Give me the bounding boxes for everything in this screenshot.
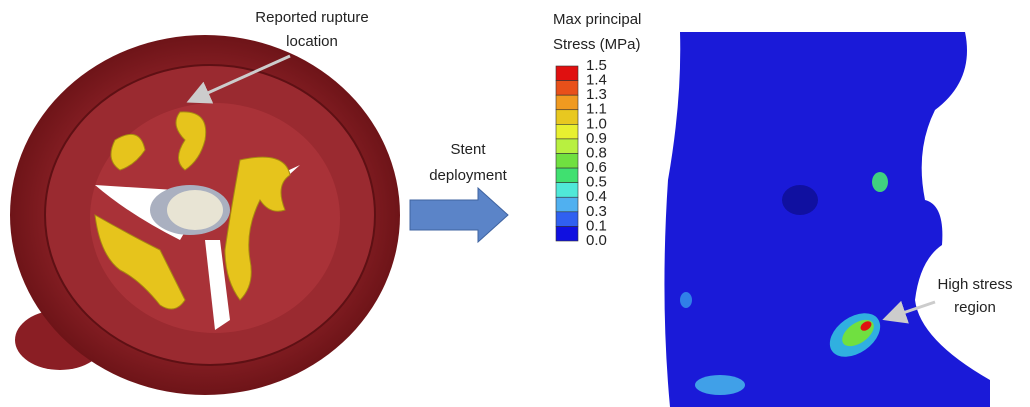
- legend-tick-label: 1.4: [586, 72, 607, 89]
- rupture-label: location: [286, 33, 338, 50]
- color-band: [555, 196, 579, 213]
- color-band: [555, 182, 579, 198]
- color-band: [555, 80, 579, 96]
- color-band: [555, 109, 579, 125]
- legend-tick-label: 0.8: [586, 144, 607, 161]
- legend-tick-label: 1.3: [586, 86, 607, 103]
- arrow-label: Stent: [450, 141, 486, 158]
- aortic-root-model: [10, 35, 400, 395]
- color-band: [555, 124, 579, 140]
- legend-tick-label: 1.0: [586, 115, 607, 132]
- legend-tick-label: 0.0: [586, 232, 607, 249]
- legend-title: Stress (MPa): [553, 36, 641, 53]
- color-band: [555, 65, 579, 81]
- pointer-arrow: [882, 300, 936, 324]
- color-band: [555, 211, 579, 227]
- legend-tick-label: 0.4: [586, 188, 607, 205]
- color-band: [555, 226, 579, 242]
- legend-tick-label: 0.3: [586, 203, 607, 220]
- legend-tick-label: 1.5: [586, 57, 607, 74]
- legend-tick-label: 0.5: [586, 174, 607, 191]
- color-band: [555, 153, 579, 169]
- legend-tick-label: 1.1: [586, 101, 607, 118]
- vessel-stress-map: [664, 32, 990, 407]
- deployment-arrow: [409, 186, 509, 244]
- pointer-arrow: [186, 54, 291, 104]
- arrow-label: deployment: [429, 167, 507, 184]
- colorbar: 1.51.41.31.11.00.90.80.60.50.40.30.10.0: [555, 57, 607, 249]
- high-stress-label: High stress: [937, 276, 1012, 293]
- color-band: [555, 138, 579, 154]
- legend-title: Max principal: [553, 11, 641, 28]
- legend-tick-label: 0.9: [586, 130, 607, 147]
- rupture-label: Reported rupture: [255, 9, 368, 26]
- color-band: [555, 94, 579, 111]
- color-band: [555, 167, 579, 183]
- legend-tick-label: 0.6: [586, 159, 607, 176]
- legend-tick-label: 0.1: [586, 217, 607, 234]
- high-stress-label: region: [954, 299, 996, 316]
